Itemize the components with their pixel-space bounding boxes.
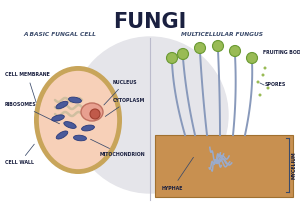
Text: MULTICELLULAR FUNGUS: MULTICELLULAR FUNGUS [181, 32, 263, 37]
Text: FRUITING BODY: FRUITING BODY [255, 50, 300, 58]
Text: MYCELIUM: MYCELIUM [292, 151, 297, 179]
Circle shape [212, 41, 224, 51]
Circle shape [256, 80, 260, 84]
Text: RIBOSOMES: RIBOSOMES [5, 102, 59, 124]
Text: A BASIC FUNGAL CELL: A BASIC FUNGAL CELL [24, 32, 96, 37]
Circle shape [262, 74, 265, 76]
Ellipse shape [38, 70, 118, 170]
Text: SPORES: SPORES [265, 83, 286, 88]
Circle shape [266, 87, 269, 89]
Circle shape [72, 37, 228, 193]
Ellipse shape [64, 122, 76, 128]
Circle shape [167, 52, 178, 63]
Text: MITOCHONDRION: MITOCHONDRION [91, 139, 146, 158]
Text: HYPHAE: HYPHAE [162, 157, 194, 190]
Ellipse shape [52, 115, 64, 121]
Ellipse shape [82, 125, 94, 131]
Bar [155, 135, 293, 197]
Text: NUCLEUS: NUCLEUS [104, 80, 138, 105]
Text: CELL MEMBRANE: CELL MEMBRANE [5, 72, 50, 102]
Ellipse shape [81, 103, 103, 121]
Ellipse shape [56, 101, 68, 109]
Ellipse shape [56, 131, 68, 139]
Circle shape [230, 46, 241, 56]
Ellipse shape [69, 97, 81, 103]
Circle shape [90, 109, 100, 119]
Circle shape [194, 42, 206, 54]
Text: FUNGI: FUNGI [113, 12, 187, 32]
Circle shape [263, 67, 266, 70]
Text: CYTOPLASM: CYTOPLASM [105, 97, 145, 116]
Circle shape [247, 52, 257, 63]
Circle shape [178, 49, 188, 59]
Text: CELL WALL: CELL WALL [5, 144, 34, 165]
Ellipse shape [34, 66, 122, 174]
Ellipse shape [74, 135, 86, 141]
Circle shape [259, 93, 262, 97]
